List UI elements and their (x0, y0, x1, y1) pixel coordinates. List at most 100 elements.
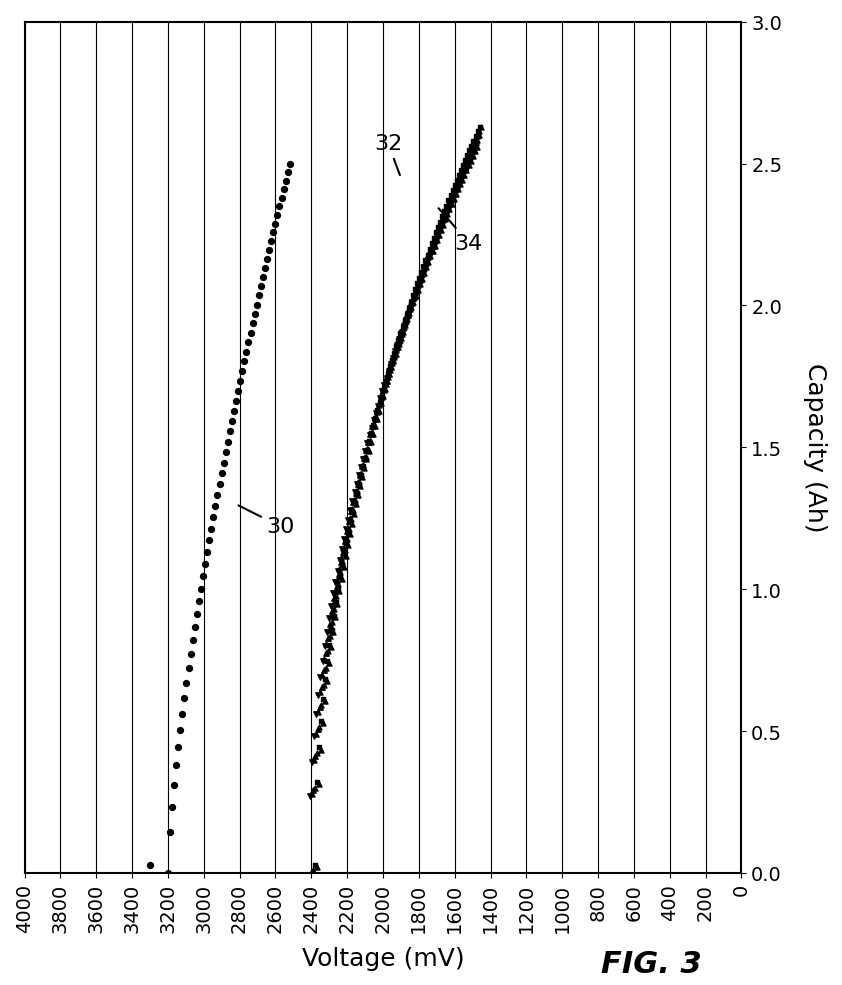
30 (225, 414, 238, 429)
32 (338, 534, 352, 550)
Point (335, 542, 349, 558)
32 (455, 166, 468, 182)
32 (389, 341, 402, 357)
Point (412, 278, 425, 294)
Point (442, 202, 456, 218)
Text: 30: 30 (238, 506, 295, 537)
34 (335, 558, 349, 573)
Point (386, 357, 399, 372)
Point (449, 187, 462, 203)
Point (303, 789, 317, 805)
Point (320, 624, 333, 640)
Point (456, 163, 469, 178)
32 (393, 328, 407, 344)
Point (338, 543, 351, 558)
30 (240, 345, 253, 361)
Point (354, 459, 368, 475)
30 (250, 297, 264, 313)
34 (308, 857, 322, 873)
Point (422, 248, 435, 264)
Point (435, 218, 449, 233)
32 (374, 389, 387, 405)
Point (439, 207, 452, 223)
Point (333, 564, 347, 580)
30 (210, 488, 224, 503)
30 (223, 424, 237, 439)
Point (418, 259, 431, 275)
Point (472, 128, 486, 144)
32 (386, 348, 400, 363)
Point (328, 610, 342, 625)
32 (427, 233, 440, 249)
Point (461, 148, 475, 164)
Point (392, 331, 406, 347)
32 (378, 374, 392, 390)
Point (359, 443, 372, 459)
Point (316, 667, 329, 683)
34 (462, 143, 476, 159)
Point (408, 289, 421, 304)
Point (474, 119, 488, 135)
34 (452, 167, 466, 183)
Point (419, 260, 433, 276)
Point (440, 199, 454, 215)
Point (445, 191, 458, 207)
Point (430, 228, 444, 243)
Point (331, 563, 344, 579)
Point (428, 238, 441, 254)
34 (373, 395, 386, 411)
34 (458, 153, 472, 168)
Point (392, 333, 406, 349)
Point (312, 704, 325, 720)
34 (310, 774, 323, 790)
Point (327, 586, 340, 602)
Point (323, 628, 337, 644)
32 (344, 503, 358, 519)
34 (417, 259, 430, 275)
Point (451, 176, 465, 192)
Point (466, 139, 479, 155)
30 (254, 279, 268, 295)
Point (447, 186, 461, 202)
34 (427, 230, 440, 246)
34 (325, 623, 338, 638)
Point (362, 443, 376, 459)
Point (354, 466, 368, 482)
Point (470, 133, 483, 149)
32 (418, 256, 432, 272)
Point (313, 685, 327, 700)
32 (368, 411, 381, 427)
32 (305, 866, 318, 882)
Point (420, 255, 434, 271)
Point (377, 383, 391, 399)
Point (418, 266, 431, 282)
Point (371, 398, 385, 414)
Point (318, 638, 332, 654)
34 (392, 332, 405, 348)
Point (312, 776, 325, 792)
Point (360, 435, 374, 451)
Point (461, 159, 474, 174)
34 (450, 172, 463, 188)
Point (460, 157, 473, 172)
Point (355, 469, 369, 485)
Point (419, 255, 433, 271)
32 (467, 138, 481, 154)
Point (389, 347, 402, 362)
Point (370, 404, 384, 420)
32 (402, 302, 415, 318)
32 (347, 494, 360, 510)
Point (416, 265, 429, 281)
Point (432, 223, 445, 238)
Point (424, 244, 438, 260)
32 (309, 748, 322, 763)
Point (453, 177, 466, 193)
30 (190, 607, 204, 623)
Point (445, 188, 458, 204)
Point (322, 656, 336, 672)
Point (407, 295, 420, 310)
32 (456, 162, 470, 177)
Point (370, 412, 384, 427)
Point (336, 554, 349, 569)
Point (407, 290, 420, 305)
